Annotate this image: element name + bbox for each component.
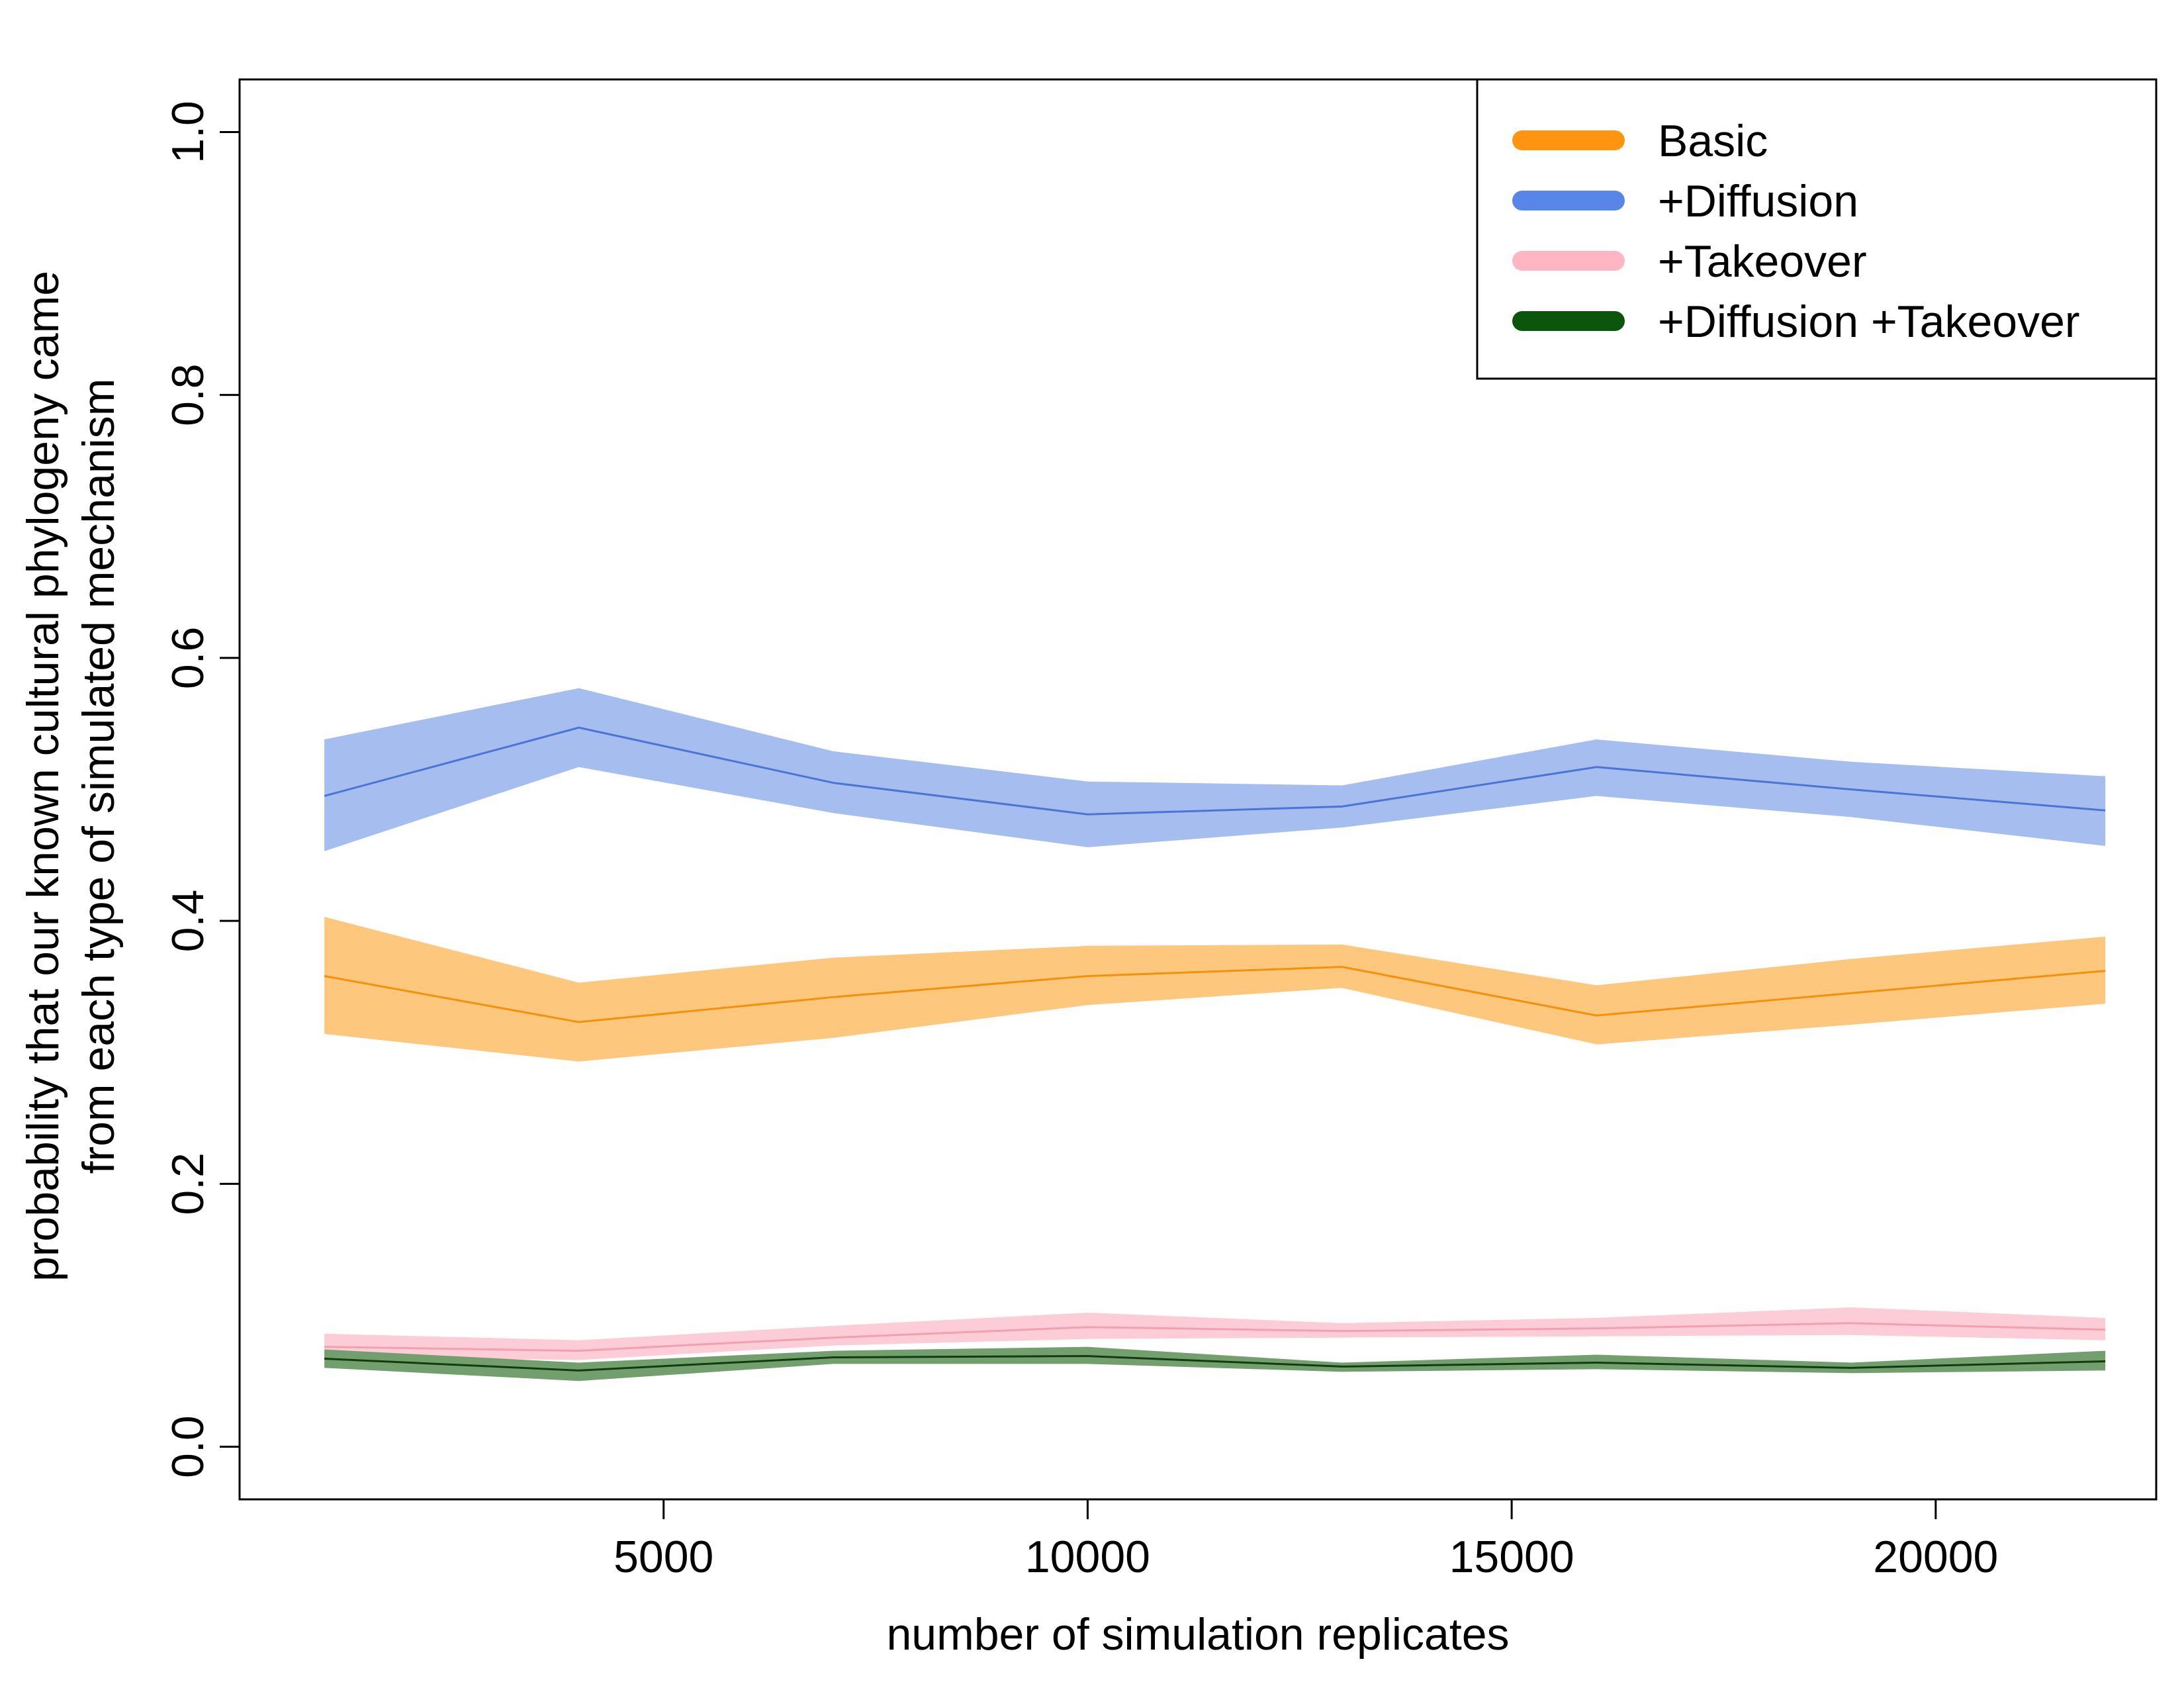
y-axis-title-line-2: from each type of simulated mechanism	[73, 379, 124, 1174]
x-tick-label: 15000	[1449, 1532, 1574, 1582]
x-axis: 5000 10000 15000 20000	[614, 1498, 1998, 1582]
y-axis: 0.0 0.2 0.4 0.6 0.8 1.0	[163, 101, 241, 1478]
line-series-2	[324, 1322, 2106, 1352]
y-tick-label: 0.6	[163, 627, 213, 690]
y-tick-label: 0.8	[163, 363, 213, 426]
x-tick-label: 10000	[1025, 1532, 1150, 1582]
legend-label: +Diffusion	[1658, 176, 1858, 226]
x-tick-label: 5000	[614, 1532, 713, 1582]
y-tick-label: 0.2	[163, 1152, 213, 1215]
band-series-1	[324, 688, 2106, 851]
y-tick-label: 1.0	[163, 101, 213, 164]
line-series-3	[324, 1355, 2106, 1372]
band-series-2	[324, 1307, 2106, 1360]
band-series-3	[324, 1346, 2106, 1382]
legend-label: Basic	[1658, 116, 1768, 166]
y-tick-label: 0.0	[163, 1415, 213, 1478]
x-axis-title: number of simulation replicates	[886, 1609, 1509, 1660]
line-series-0	[324, 966, 2106, 1023]
line-series-1	[324, 726, 2106, 816]
legend: Basic +Diffusion +Takeover +Diffusion +Take…	[1476, 78, 2158, 380]
x-tick-label: 20000	[1873, 1532, 1998, 1582]
y-axis-title-line-1: probability that our known cultural phyl…	[18, 271, 68, 1282]
band-series-0	[324, 917, 2106, 1062]
confidence-bands	[324, 688, 2106, 1382]
series-lines	[324, 726, 2106, 1372]
y-tick-label: 0.4	[163, 890, 213, 953]
legend-label: +Takeover	[1658, 236, 1867, 287]
legend-label: +Diffusion +Takeover	[1658, 297, 2080, 347]
